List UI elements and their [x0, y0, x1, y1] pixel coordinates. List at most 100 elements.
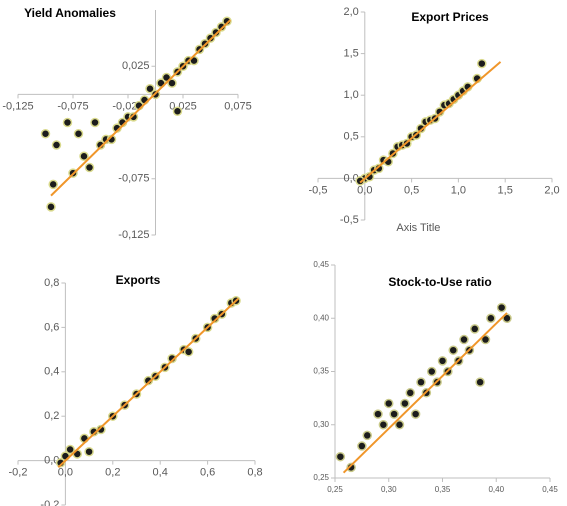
x-tick-label: 0,25 [327, 485, 343, 494]
y-tick-label: -0,5 [340, 214, 359, 226]
y-tick-label: 0,6 [44, 321, 59, 333]
data-point [143, 375, 154, 386]
y-tick-label: 0,30 [313, 420, 329, 429]
data-point [480, 334, 491, 345]
y-tick-label: 0,2 [44, 410, 59, 422]
data-point [437, 356, 448, 366]
y-tick-label: 1,0 [344, 89, 359, 101]
x-tick-label: 0,0 [357, 184, 372, 196]
data-point [448, 345, 458, 355]
trend-line [342, 312, 508, 474]
chart-title: Yield Anomalies [24, 6, 116, 20]
x-tick-label: 0,5 [404, 184, 419, 196]
data-point [172, 106, 183, 116]
data-point [90, 117, 100, 128]
x-axis-title: Axis Title [396, 222, 440, 234]
x-tick-label: 1,5 [498, 184, 513, 196]
y-tick-label: 0,8 [44, 277, 59, 289]
data-point [48, 179, 58, 190]
data-point [46, 202, 56, 212]
data-point [95, 140, 106, 150]
data-point [470, 324, 480, 334]
data-point [51, 140, 62, 150]
x-tick-label: 0,0 [58, 467, 73, 479]
x-tick-label: 0,075 [224, 100, 252, 112]
data-point [362, 430, 372, 441]
x-tick-label: -0,5 [309, 184, 328, 196]
y-tick-label: 0,35 [313, 367, 329, 376]
y-tick-label: 1,5 [344, 48, 359, 60]
data-point [373, 409, 383, 419]
data-point [416, 377, 426, 387]
data-point [416, 123, 426, 134]
data-point [145, 84, 155, 94]
data-point [384, 398, 394, 409]
x-tick-label: 0,40 [488, 485, 504, 494]
y-tick-label: 0,40 [313, 313, 329, 322]
x-tick-label: 0,4 [153, 467, 168, 479]
trend-line [50, 19, 231, 197]
data-point [400, 398, 410, 409]
data-point [65, 444, 75, 455]
x-tick-label: 0,8 [247, 467, 262, 479]
data-point [410, 409, 421, 419]
data-point [405, 388, 415, 398]
y-tick-label: 0,0 [344, 172, 359, 184]
x-tick-label: 2,0 [544, 184, 559, 196]
y-tick-label: 0,25 [313, 473, 329, 482]
chart-title: Stock-to-Use ratio [388, 275, 491, 289]
data-point [355, 176, 365, 186]
chart-title: Export Prices [411, 10, 489, 24]
data-point [73, 129, 84, 139]
data-point [211, 27, 221, 38]
data-point [79, 151, 89, 161]
data-point [346, 462, 356, 473]
trend-line [359, 61, 502, 184]
data-point [378, 420, 389, 430]
data-point [84, 446, 94, 457]
data-point [167, 78, 177, 88]
data-point [209, 313, 220, 324]
y-tick-label: -0,075 [118, 173, 149, 185]
x-tick-label: 0,30 [381, 485, 397, 494]
data-point [486, 313, 496, 323]
data-point [389, 409, 399, 419]
data-point [222, 16, 232, 26]
data-point [183, 347, 194, 357]
y-tick-label: 2,0 [344, 6, 359, 18]
data-point [394, 420, 405, 430]
x-tick-label: 0,6 [200, 467, 215, 479]
data-point [335, 451, 346, 462]
data-point [357, 441, 367, 451]
y-tick-label: 0,5 [344, 131, 359, 143]
data-point [62, 117, 73, 128]
data-point [216, 22, 227, 32]
chart-title: Exports [116, 273, 161, 287]
data-point [167, 353, 177, 364]
data-point [477, 58, 487, 69]
data-point [128, 112, 139, 122]
data-point [84, 162, 95, 173]
data-point [427, 366, 437, 377]
data-point [475, 377, 485, 387]
y-tick-label: -0,125 [118, 229, 149, 241]
trend-line [57, 297, 240, 468]
data-point [55, 458, 66, 468]
x-tick-label: -0,075 [57, 100, 88, 112]
y-tick-label: 0,025 [122, 60, 150, 72]
data-point [459, 334, 469, 345]
x-tick-label: 0,35 [435, 485, 451, 494]
y-tick-label: 0,45 [313, 260, 329, 269]
x-tick-label: -0,2 [9, 467, 28, 479]
data-point [96, 424, 106, 435]
data-point [374, 163, 384, 174]
x-tick-label: 0,2 [105, 467, 120, 479]
x-tick-label: 1,0 [451, 184, 466, 196]
y-tick-label: -0,2 [40, 499, 59, 506]
x-tick-label: -0,125 [2, 100, 33, 112]
y-tick-label: 0,0 [44, 455, 59, 467]
data-point [40, 129, 51, 139]
data-point [496, 302, 507, 313]
x-tick-label: 0,45 [542, 485, 558, 494]
